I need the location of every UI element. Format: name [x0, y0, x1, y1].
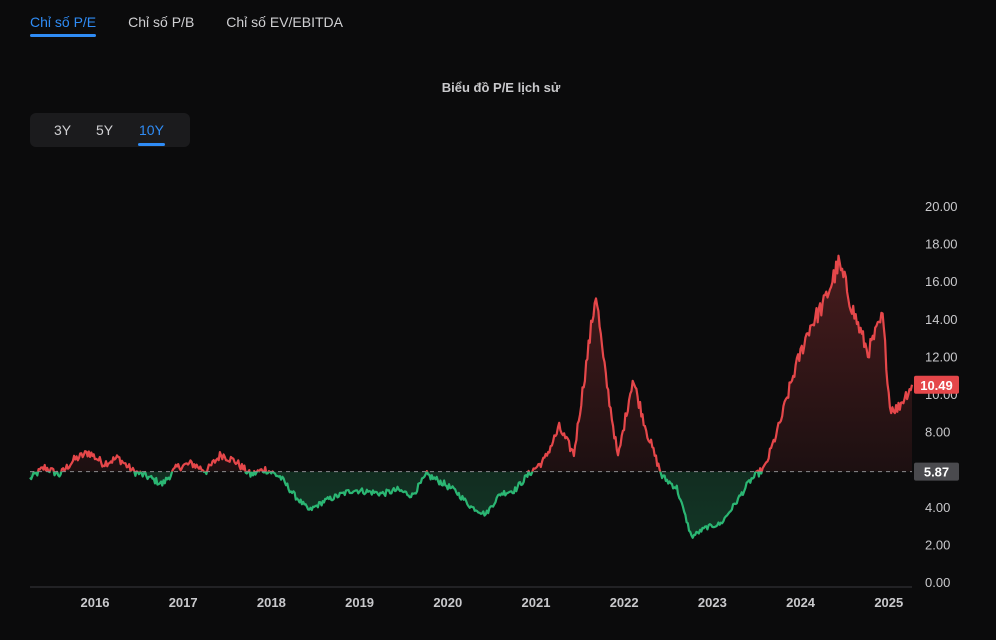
baseline-value-badge-bg: [914, 462, 959, 481]
y-tick-label: 2.00: [925, 537, 950, 552]
tab-pe[interactable]: Chỉ số P/E: [30, 0, 97, 40]
current-value-badge: 10.49: [920, 378, 953, 393]
tab-ev-ebitda[interactable]: Chỉ số EV/EBITDA: [226, 14, 343, 30]
x-tick-label: 2023: [698, 595, 727, 610]
x-tick-label: 2021: [522, 595, 551, 610]
x-tick-label: 2019: [345, 595, 374, 610]
above-baseline-area: [30, 255, 912, 472]
range-3y-button[interactable]: 3Y: [54, 122, 72, 138]
below-baseline-area: [30, 471, 762, 538]
range-10y-button[interactable]: 10Y: [138, 122, 165, 146]
pe-line-below: [29, 471, 763, 539]
x-tick-label: 2018: [257, 595, 286, 610]
pe-line-above: [32, 254, 914, 472]
x-tick-label: 2016: [81, 595, 110, 610]
indicator-tabs: Chỉ số P/E Chỉ số P/B Chỉ số EV/EBITDA: [30, 0, 343, 40]
x-tick-label: 2025: [874, 595, 903, 610]
y-tick-label: 14.00: [925, 312, 958, 327]
y-tick-label: 16.00: [925, 274, 958, 289]
chart-title: Biểu đồ P/E lịch sử: [441, 80, 561, 95]
x-tick-label: 2017: [169, 595, 198, 610]
x-tick-label: 2024: [786, 595, 816, 610]
y-tick-label: 0.00: [925, 575, 950, 590]
range-selector: 3Y 5Y 10Y: [30, 113, 190, 147]
x-tick-label: 2022: [610, 595, 639, 610]
y-tick-label: 8.00: [925, 425, 950, 440]
current-value-badge-bg: [914, 375, 959, 394]
y-tick-label: 12.00: [925, 349, 958, 364]
x-tick-label: 2020: [433, 595, 462, 610]
tab-pb[interactable]: Chỉ số P/B: [128, 14, 195, 30]
range-5y-button[interactable]: 5Y: [96, 122, 114, 138]
baseline-value-badge: 5.87: [924, 465, 949, 480]
y-tick-label: 18.00: [925, 237, 958, 252]
y-tick-label: 4.00: [925, 500, 950, 515]
y-tick-label: 20.00: [925, 199, 958, 214]
